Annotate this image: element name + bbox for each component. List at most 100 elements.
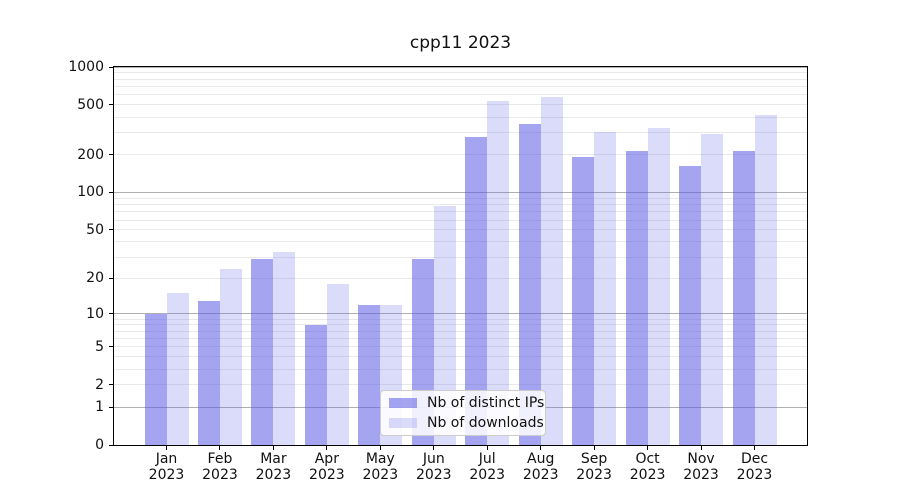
x-tick-year: 2023 bbox=[736, 467, 773, 483]
y-tick-label: 2 bbox=[95, 376, 104, 393]
x-tick-mark bbox=[326, 446, 328, 450]
x-tick-label-oct: Oct 2023 bbox=[616, 451, 680, 483]
y-gridline-minor bbox=[114, 204, 807, 206]
grid-layer bbox=[114, 66, 807, 445]
x-tick-mark bbox=[593, 446, 595, 450]
bar-ips-apr bbox=[304, 324, 327, 445]
x-tick-month: Dec bbox=[740, 451, 769, 467]
x-tick-year: 2023 bbox=[362, 467, 399, 483]
y-tick-mark bbox=[109, 104, 113, 106]
x-tick-mark bbox=[166, 446, 167, 450]
x-tick-mark bbox=[433, 446, 435, 450]
bar-ips-nov bbox=[679, 165, 702, 445]
x-tick-year: 2023 bbox=[309, 467, 345, 483]
legend-swatch-distinct-ips bbox=[389, 398, 417, 408]
y-gridline-minor bbox=[114, 241, 807, 243]
x-tick-label-jan: Jan 2023 bbox=[135, 451, 199, 483]
y-tick-mark bbox=[109, 384, 113, 386]
y-gridline-minor bbox=[114, 229, 807, 231]
y-gridline-minor bbox=[114, 368, 807, 370]
x-tick-mark bbox=[486, 446, 488, 450]
y-gridline-minor bbox=[114, 219, 807, 221]
x-tick-mark bbox=[647, 446, 649, 450]
y-gridline-minor bbox=[114, 356, 807, 358]
bar-ips-aug bbox=[518, 124, 541, 445]
legend-item-downloads: Nb of downloads bbox=[389, 414, 545, 432]
legend: Nb of distinct IPs Nb of downloads bbox=[380, 390, 546, 436]
y-tick-mark bbox=[109, 66, 113, 68]
y-gridline-minor bbox=[114, 256, 807, 258]
y-tick-mark bbox=[109, 229, 113, 231]
y-gridline-minor bbox=[114, 94, 807, 96]
x-tick-year: 2023 bbox=[148, 467, 185, 483]
y-gridline-minor bbox=[114, 318, 807, 320]
x-tick-label-aug: Aug 2023 bbox=[509, 451, 573, 483]
y-gridline-minor bbox=[114, 78, 807, 80]
y-tick-mark bbox=[109, 346, 113, 348]
x-tick-year: 2023 bbox=[202, 467, 238, 483]
y-tick-mark bbox=[109, 191, 113, 193]
x-tick-month: Jul bbox=[478, 451, 496, 467]
y-gridline-major bbox=[114, 66, 807, 68]
bar-downloads-mar bbox=[273, 252, 296, 445]
plot-area bbox=[113, 66, 808, 446]
legend-item-distinct-ips: Nb of distinct IPs bbox=[389, 394, 545, 412]
x-tick-month: Jan bbox=[155, 451, 178, 467]
x-tick-year: 2023 bbox=[683, 467, 719, 483]
y-gridline-minor bbox=[114, 116, 807, 118]
bar-downloads-apr bbox=[326, 283, 349, 445]
y-tick-label: 200 bbox=[77, 146, 104, 163]
y-tick-mark bbox=[109, 154, 113, 156]
x-tick-year: 2023 bbox=[469, 467, 506, 483]
x-tick-month: Jun bbox=[422, 451, 445, 467]
y-gridline-minor bbox=[114, 330, 807, 332]
x-tick-mark bbox=[219, 446, 221, 450]
bar-downloads-nov bbox=[701, 133, 724, 445]
x-tick-label-jun: Jun 2023 bbox=[402, 451, 466, 483]
y-tick-label: 50 bbox=[86, 221, 104, 238]
legend-swatch-downloads bbox=[389, 418, 417, 428]
bar-downloads-jul bbox=[487, 100, 510, 445]
x-tick-year: 2023 bbox=[576, 467, 612, 483]
x-tick-month: Nov bbox=[687, 451, 715, 467]
x-tick-month: Feb bbox=[207, 451, 233, 467]
bar-ips-sep bbox=[572, 156, 595, 445]
x-tick-month: May bbox=[365, 451, 395, 467]
x-tick-label-apr: Apr 2023 bbox=[295, 451, 359, 483]
x-tick-mark bbox=[540, 446, 542, 450]
bar-ips-jul bbox=[465, 136, 488, 445]
y-gridline-minor bbox=[114, 211, 807, 213]
x-tick-label-sep: Sep 2023 bbox=[562, 451, 626, 483]
y-gridline-minor bbox=[114, 338, 807, 340]
y-tick-mark bbox=[109, 406, 113, 408]
bar-downloads-oct bbox=[647, 128, 670, 445]
y-gridline-minor bbox=[114, 104, 807, 106]
bar-downloads-sep bbox=[594, 131, 617, 445]
x-tick-year: 2023 bbox=[522, 467, 559, 483]
x-tick-month: Oct bbox=[635, 451, 660, 467]
y-gridline-minor bbox=[114, 154, 807, 156]
x-tick-label-mar: Mar 2023 bbox=[241, 451, 305, 483]
bar-downloads-jan bbox=[166, 293, 189, 445]
y-gridline-minor bbox=[114, 384, 807, 386]
x-tick-year: 2023 bbox=[629, 467, 666, 483]
x-tick-label-feb: Feb 2023 bbox=[188, 451, 252, 483]
y-gridline-minor bbox=[114, 324, 807, 326]
x-tick-label-nov: Nov 2023 bbox=[669, 451, 733, 483]
x-tick-mark bbox=[754, 446, 755, 450]
y-tick-label: 500 bbox=[77, 96, 104, 113]
y-gridline-minor bbox=[114, 132, 807, 134]
y-tick-label: 1000 bbox=[68, 59, 104, 75]
y-tick-mark bbox=[109, 444, 113, 446]
bar-ips-feb bbox=[197, 300, 220, 445]
y-tick-label: 1 bbox=[95, 399, 104, 416]
y-tick-label: 0 bbox=[95, 437, 104, 453]
x-tick-label-dec: Dec 2023 bbox=[723, 451, 787, 483]
legend-label-distinct-ips: Nb of distinct IPs bbox=[427, 395, 545, 411]
bar-ips-may bbox=[358, 304, 381, 445]
bar-downloads-feb bbox=[219, 268, 242, 445]
x-tick-month: Sep bbox=[580, 451, 608, 467]
x-tick-month: Mar bbox=[260, 451, 287, 467]
bar-downloads-jun bbox=[433, 205, 456, 445]
